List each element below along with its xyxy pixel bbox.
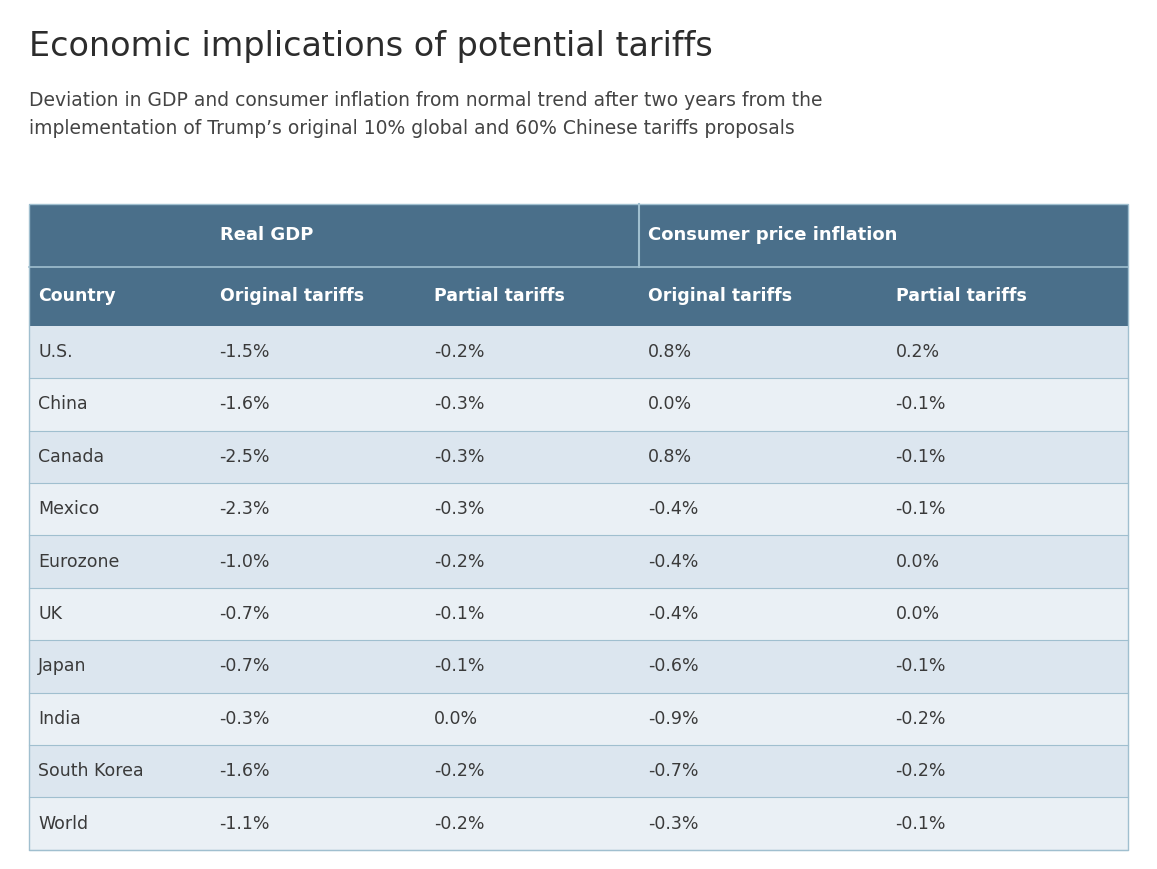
Text: -0.1%: -0.1% — [896, 395, 946, 414]
Text: -0.1%: -0.1% — [896, 448, 946, 466]
Bar — [29, 267, 1128, 326]
Text: Partial tariffs: Partial tariffs — [896, 288, 1026, 305]
Text: 0.0%: 0.0% — [434, 710, 478, 728]
Text: -0.7%: -0.7% — [220, 658, 270, 675]
Text: -2.3%: -2.3% — [220, 501, 270, 518]
Text: 0.0%: 0.0% — [896, 553, 939, 571]
Text: -2.5%: -2.5% — [220, 448, 270, 466]
Text: -0.2%: -0.2% — [434, 762, 485, 780]
Bar — [29, 483, 1128, 535]
Text: China: China — [38, 395, 88, 414]
Text: Mexico: Mexico — [38, 501, 100, 518]
Text: -0.4%: -0.4% — [648, 501, 699, 518]
Text: 0.2%: 0.2% — [896, 343, 939, 362]
Text: -1.1%: -1.1% — [220, 814, 270, 833]
Text: -0.1%: -0.1% — [896, 501, 946, 518]
Bar — [29, 204, 1128, 267]
Text: -1.5%: -1.5% — [220, 343, 270, 362]
Text: 0.0%: 0.0% — [648, 395, 692, 414]
Text: Real GDP: Real GDP — [220, 227, 312, 244]
Text: -1.6%: -1.6% — [220, 395, 271, 414]
Text: Eurozone: Eurozone — [38, 553, 119, 571]
Text: -0.2%: -0.2% — [896, 710, 946, 728]
Text: -0.2%: -0.2% — [896, 762, 946, 780]
Text: -0.1%: -0.1% — [896, 658, 946, 675]
Text: Original tariffs: Original tariffs — [648, 288, 793, 305]
Text: Deviation in GDP and consumer inflation from normal trend after two years from t: Deviation in GDP and consumer inflation … — [29, 91, 823, 138]
Text: -0.7%: -0.7% — [648, 762, 699, 780]
Bar — [29, 798, 1128, 850]
Text: -0.2%: -0.2% — [434, 343, 485, 362]
Bar — [29, 587, 1128, 640]
Bar — [29, 431, 1128, 483]
Text: Economic implications of potential tariffs: Economic implications of potential tarif… — [29, 30, 713, 63]
Text: 0.8%: 0.8% — [648, 343, 692, 362]
Bar — [29, 745, 1128, 798]
Text: -0.3%: -0.3% — [434, 448, 485, 466]
Text: -0.7%: -0.7% — [220, 605, 270, 623]
Text: UK: UK — [38, 605, 62, 623]
Text: Original tariffs: Original tariffs — [220, 288, 363, 305]
Text: Partial tariffs: Partial tariffs — [434, 288, 565, 305]
Text: -0.1%: -0.1% — [434, 658, 485, 675]
Text: -0.1%: -0.1% — [896, 814, 946, 833]
Text: Canada: Canada — [38, 448, 104, 466]
Text: -0.9%: -0.9% — [648, 710, 699, 728]
Text: -0.3%: -0.3% — [220, 710, 270, 728]
Bar — [29, 535, 1128, 587]
Text: Japan: Japan — [38, 658, 87, 675]
Text: -0.2%: -0.2% — [434, 553, 485, 571]
Text: -0.6%: -0.6% — [648, 658, 699, 675]
Text: Consumer price inflation: Consumer price inflation — [648, 227, 898, 244]
Text: World: World — [38, 814, 88, 833]
Text: -0.2%: -0.2% — [434, 814, 485, 833]
Text: -1.0%: -1.0% — [220, 553, 270, 571]
Text: -0.3%: -0.3% — [434, 501, 485, 518]
Text: 0.0%: 0.0% — [896, 605, 939, 623]
Text: -0.4%: -0.4% — [648, 553, 699, 571]
Text: -0.4%: -0.4% — [648, 605, 699, 623]
Text: South Korea: South Korea — [38, 762, 143, 780]
Bar — [29, 326, 1128, 378]
Text: -0.3%: -0.3% — [434, 395, 485, 414]
Text: -1.6%: -1.6% — [220, 762, 271, 780]
Bar — [29, 640, 1128, 693]
Text: -0.3%: -0.3% — [648, 814, 699, 833]
Bar — [29, 693, 1128, 745]
Text: U.S.: U.S. — [38, 343, 73, 362]
Text: 0.8%: 0.8% — [648, 448, 692, 466]
Bar — [29, 204, 1128, 850]
Text: -0.1%: -0.1% — [434, 605, 485, 623]
Text: India: India — [38, 710, 81, 728]
Text: Country: Country — [38, 288, 116, 305]
Bar — [29, 378, 1128, 431]
